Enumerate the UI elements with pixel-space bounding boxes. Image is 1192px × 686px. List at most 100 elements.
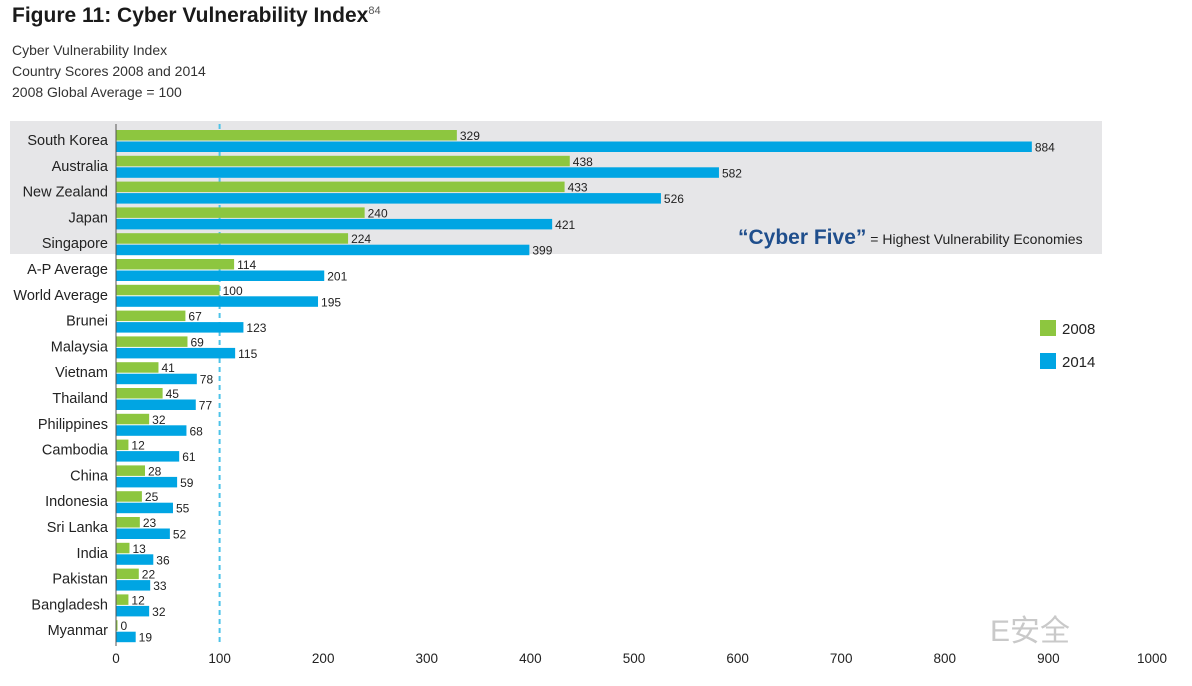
bar-2014 — [116, 528, 170, 539]
subtitle-line-2: Country Scores 2008 and 2014 — [12, 63, 206, 79]
value-label-2014: 526 — [664, 192, 684, 206]
value-label-2008: 67 — [188, 310, 202, 324]
value-label-2014: 195 — [321, 295, 341, 309]
bar-2014 — [116, 451, 180, 462]
category-label: South Korea — [27, 133, 109, 149]
category-label: Australia — [52, 159, 109, 175]
bar-2008 — [116, 284, 220, 296]
value-label-2014: 77 — [199, 399, 213, 413]
bar-2008 — [116, 594, 129, 605]
bar-2008 — [116, 310, 186, 322]
legend-label-2014: 2014 — [1062, 354, 1095, 371]
x-tick-label: 900 — [1037, 651, 1060, 666]
value-label-2014: 33 — [153, 579, 167, 593]
bar-2008 — [116, 233, 349, 244]
value-label-2008: 23 — [143, 516, 157, 530]
value-label-2014: 884 — [1035, 141, 1055, 155]
bar-2008 — [116, 413, 150, 425]
value-label-2014: 399 — [532, 244, 552, 258]
bar-2008 — [116, 336, 188, 347]
bar-2014 — [116, 193, 661, 204]
category-label: Sri Lanka — [47, 520, 109, 536]
category-label: Pakistan — [52, 572, 108, 588]
value-label-2014: 78 — [200, 373, 214, 387]
value-label-2008: 28 — [148, 464, 162, 478]
category-label: Myanmar — [48, 623, 109, 639]
bar-2008 — [116, 465, 146, 476]
bar-2014 — [116, 218, 553, 230]
category-label: Cambodia — [42, 443, 109, 459]
bar-2014 — [116, 399, 196, 410]
value-label-2014: 36 — [156, 553, 170, 567]
bar-2014 — [116, 244, 530, 256]
bar-2014 — [116, 296, 319, 307]
watermark: E安全 — [990, 615, 1071, 648]
value-label-2008: 114 — [237, 258, 256, 272]
bar-2008 — [116, 491, 142, 502]
legend-swatch-2014 — [1040, 353, 1056, 369]
value-label-2008: 433 — [568, 181, 588, 195]
x-tick-label: 500 — [623, 651, 646, 666]
bar-2008 — [116, 388, 163, 399]
value-label-2014: 59 — [180, 476, 194, 490]
value-label-2014: 421 — [555, 218, 575, 232]
bar-2008 — [116, 259, 235, 270]
category-label: Malaysia — [51, 339, 109, 355]
category-label: Japan — [68, 210, 108, 226]
bar-2014 — [116, 141, 1032, 152]
category-label: Indonesia — [45, 494, 109, 510]
value-label-2008: 13 — [132, 542, 146, 556]
bar-2014 — [116, 605, 150, 617]
bar-2014 — [116, 167, 719, 178]
figure-title-text: Figure 11: Cyber Vulnerability Index — [12, 4, 369, 27]
value-label-2008: 100 — [223, 284, 243, 298]
bar-2014 — [116, 322, 244, 333]
value-label-2014: 68 — [189, 424, 203, 438]
value-label-2008: 22 — [142, 568, 156, 582]
bar-2014 — [116, 476, 178, 488]
category-label: Bangladesh — [31, 597, 108, 613]
value-label-2008: 41 — [161, 361, 175, 375]
bar-2008 — [116, 620, 118, 631]
category-label: New Zealand — [23, 185, 108, 201]
bar-2008 — [116, 439, 129, 451]
x-tick-label: 100 — [208, 651, 231, 666]
category-label: Singapore — [42, 236, 108, 252]
cyber-five-suffix: = Highest Vulnerability Economies — [866, 231, 1082, 247]
legend-label-2008: 2008 — [1062, 321, 1095, 338]
value-label-2008: 224 — [351, 232, 371, 246]
bar-2008 — [116, 130, 457, 141]
x-tick-label: 700 — [830, 651, 853, 666]
category-label: Vietnam — [55, 365, 108, 381]
value-label-2008: 25 — [145, 490, 159, 504]
value-label-2014: 115 — [238, 347, 257, 361]
bar-2008 — [116, 207, 365, 218]
bar-2008 — [116, 181, 565, 193]
x-tick-label: 0 — [112, 651, 120, 666]
cyber-five-label: “Cyber Five” = Highest Vulnerability Eco… — [738, 226, 1083, 249]
subtitle-line-3: 2008 Global Average = 100 — [12, 84, 182, 100]
bar-2008 — [116, 568, 139, 580]
figure-title: Figure 11: Cyber Vulnerability Index84 — [12, 4, 381, 28]
value-label-2008: 240 — [368, 206, 388, 220]
value-label-2008: 45 — [166, 387, 180, 401]
x-tick-label: 300 — [416, 651, 439, 666]
value-label-2014: 123 — [246, 321, 266, 335]
value-label-2008: 69 — [190, 335, 204, 349]
category-label: Thailand — [52, 391, 108, 407]
category-label: World Average — [13, 288, 108, 304]
value-label-2014: 55 — [176, 502, 190, 516]
bar-2008 — [116, 542, 130, 554]
bar-2014 — [116, 631, 136, 643]
footnote-ref: 84 — [368, 5, 381, 17]
value-label-2014: 32 — [152, 605, 166, 619]
bar-2008 — [116, 362, 159, 373]
x-tick-label: 400 — [519, 651, 542, 666]
value-label-2014: 582 — [722, 166, 742, 180]
subtitle-line-1: Cyber Vulnerability Index — [12, 42, 168, 58]
bar-2014 — [116, 270, 325, 281]
value-label-2014: 19 — [139, 631, 153, 645]
category-label: Brunei — [66, 314, 108, 330]
value-label-2014: 52 — [173, 528, 187, 542]
